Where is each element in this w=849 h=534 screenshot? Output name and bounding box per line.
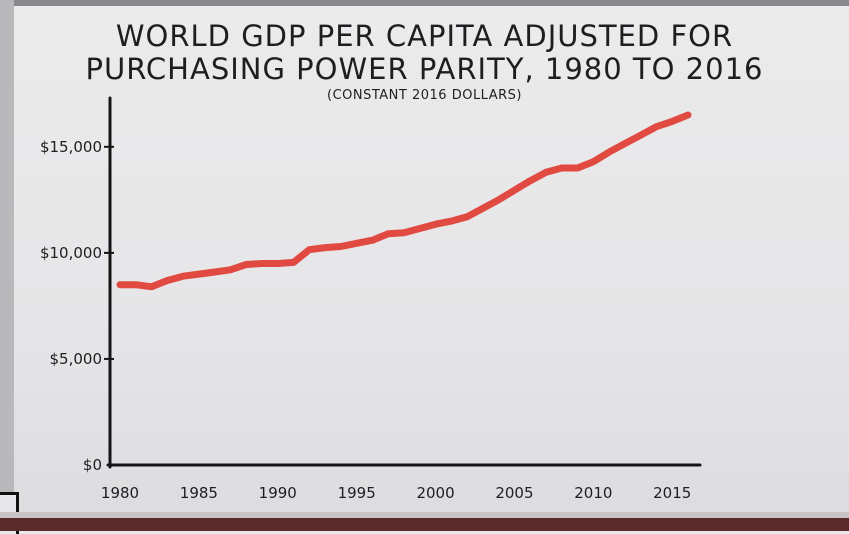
x-tick-label: 1990: [259, 484, 297, 502]
x-tick-label: 2015: [653, 484, 691, 502]
x-tick-label: 2000: [416, 484, 454, 502]
y-tick-label: $5,000: [50, 350, 103, 368]
y-tick-label: $10,000: [40, 244, 102, 262]
series-line: [120, 115, 688, 287]
x-tick-label: 1985: [180, 484, 218, 502]
x-tick-label: 1995: [338, 484, 376, 502]
x-tick-label: 2010: [574, 484, 612, 502]
y-tick-label: $15,000: [40, 138, 102, 156]
x-tick-label: 1980: [101, 484, 139, 502]
y-tick-label: $0: [83, 456, 102, 474]
bottom-strip: [0, 512, 849, 531]
chart-ticks: $0 $5,000 $10,000 $15,000 1980 1985 1990 1995 20…: [40, 138, 691, 502]
x-tick-label: 2005: [495, 484, 533, 502]
chart-series: [120, 115, 688, 287]
